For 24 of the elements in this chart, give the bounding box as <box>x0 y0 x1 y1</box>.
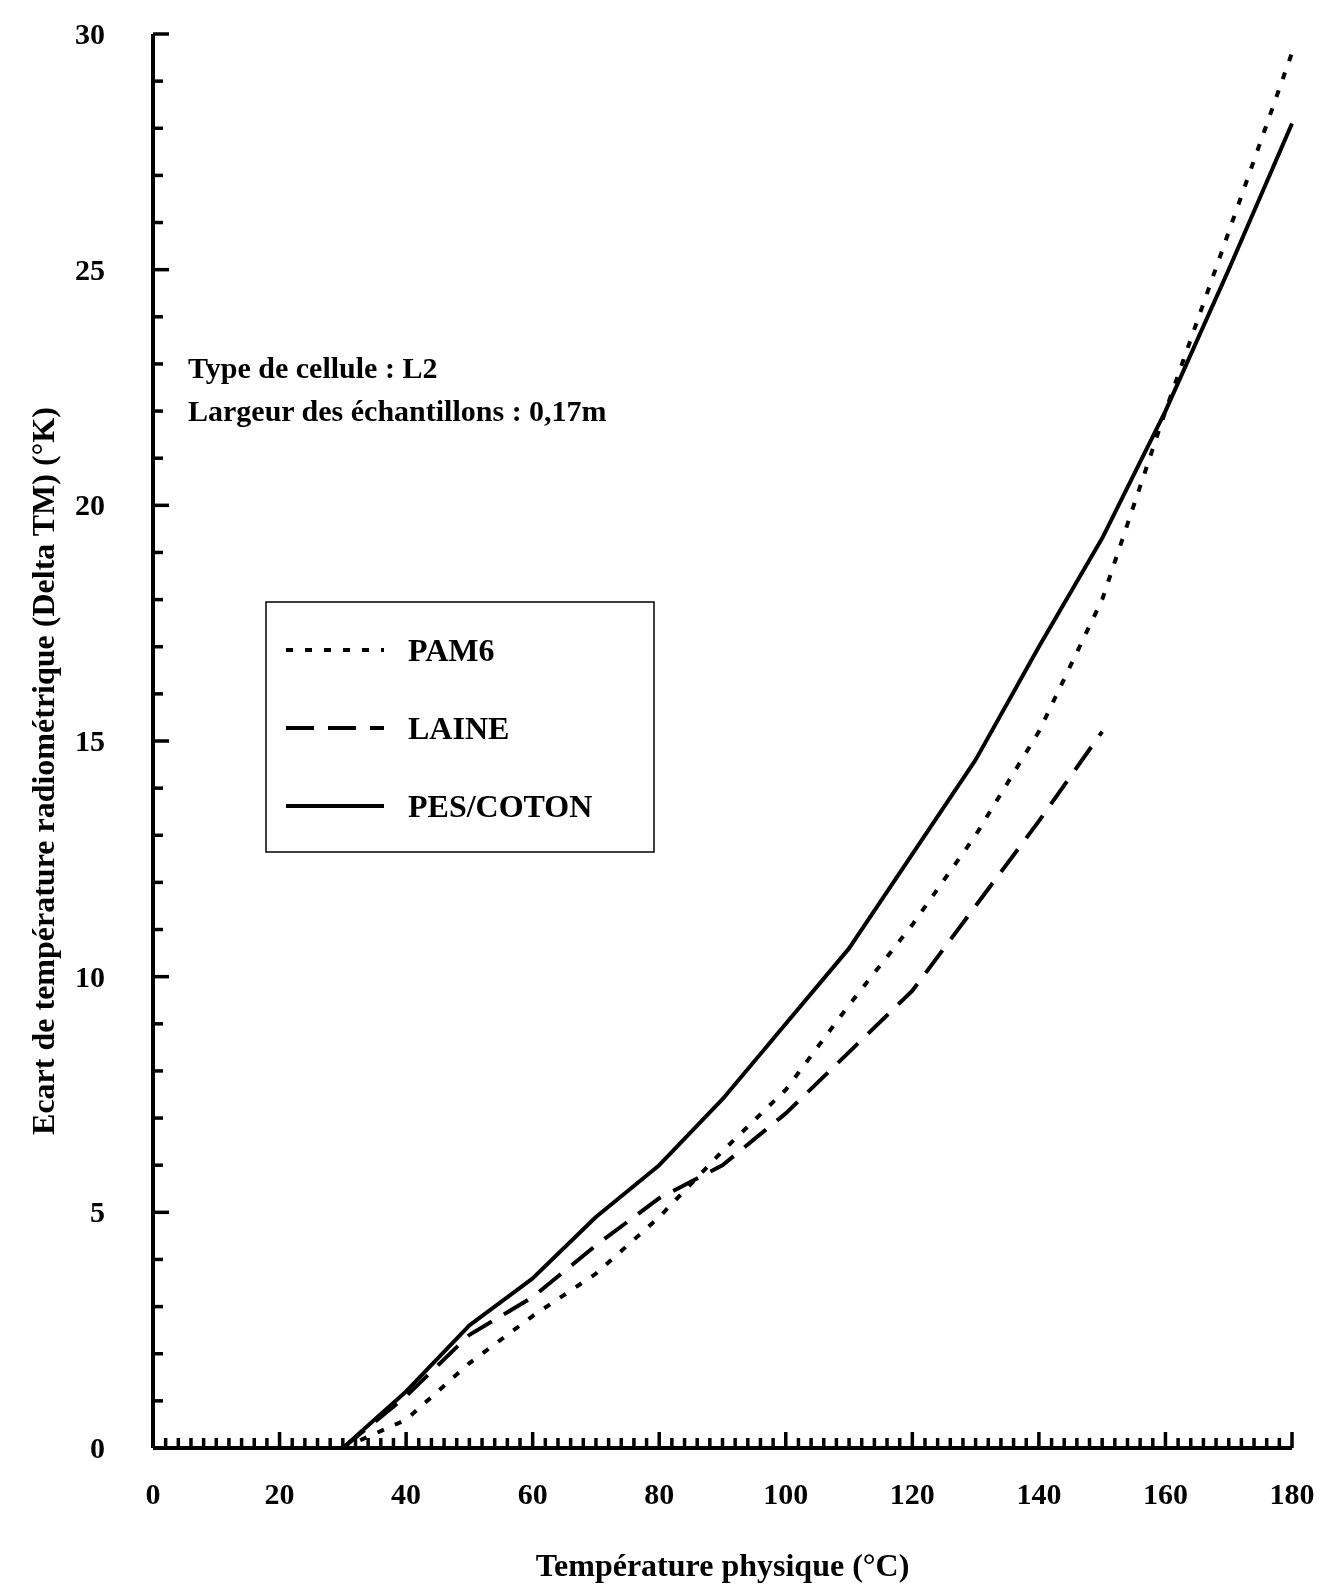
x-tick-label: 140 <box>1016 1477 1062 1510</box>
x-tick-label: 40 <box>391 1477 422 1510</box>
x-tick-label: 80 <box>644 1477 675 1510</box>
x-tick-label: 120 <box>889 1477 935 1510</box>
x-axis-title: Température physique (°C) <box>535 1547 910 1583</box>
y-tick-label: 5 <box>90 1195 105 1229</box>
legend-label: PAM6 <box>408 632 495 668</box>
y-tick-label: 0 <box>90 1431 105 1464</box>
annotation: Largeur des échantillons : 0,17m <box>188 394 607 427</box>
x-tick-label: 0 <box>145 1477 161 1510</box>
x-tick-label: 160 <box>1142 1477 1188 1510</box>
x-tick-label: 20 <box>264 1477 295 1510</box>
y-tick-label: 30 <box>75 17 105 50</box>
y-tick-label: 15 <box>75 724 105 757</box>
y-tick-label: 25 <box>75 252 105 286</box>
x-tick-label: 100 <box>763 1477 809 1510</box>
annotation: Type de cellule : L2 <box>188 351 438 384</box>
legend-label: PES/COTON <box>408 788 593 824</box>
y-tick-label: 20 <box>75 488 105 522</box>
x-tick-label: 60 <box>517 1477 548 1510</box>
y-tick-label: 10 <box>75 959 105 993</box>
legend-label: LAINE <box>408 710 510 746</box>
y-axis-title: Ecart de température radiométrique (Delta TM) (°K) <box>25 407 61 1135</box>
x-tick-label: 180 <box>1269 1477 1315 1510</box>
